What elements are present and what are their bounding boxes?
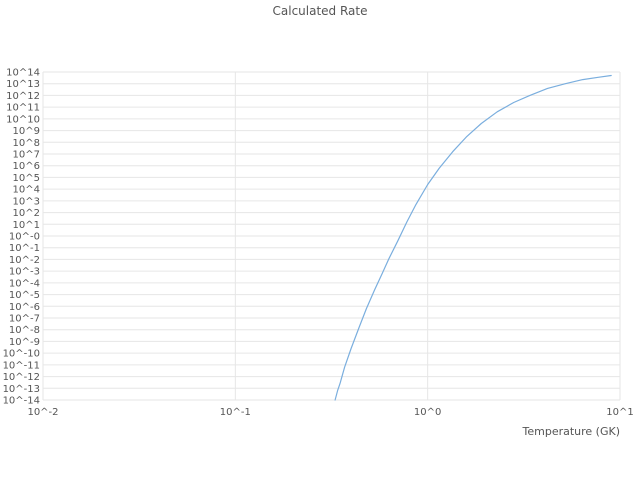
y-tick-label: 10^-5 xyxy=(9,290,40,301)
x-axis-label: Temperature (GK) xyxy=(522,425,621,438)
y-tick-label: 10^1 xyxy=(13,220,40,231)
y-tick-label: 10^-9 xyxy=(9,337,40,348)
y-tick-label: 10^-3 xyxy=(9,267,40,278)
x-tick-label: 10^-1 xyxy=(220,407,251,418)
y-tick-label: 10^4 xyxy=(13,185,40,196)
y-tick-label: 10^-2 xyxy=(9,255,40,266)
y-tick-label: 10^3 xyxy=(13,196,40,207)
y-tick-label: 10^7 xyxy=(13,150,40,161)
y-tick-label: 10^-1 xyxy=(9,243,40,254)
y-tick-label: 10^14 xyxy=(6,68,40,79)
rate-curve xyxy=(334,74,612,401)
x-tick-label: 10^1 xyxy=(606,407,633,418)
y-tick-label: 10^-0 xyxy=(9,232,40,243)
x-tick-label: 10^-2 xyxy=(27,407,58,418)
y-tick-label: 10^-7 xyxy=(9,314,40,325)
y-tick-label: 10^-12 xyxy=(3,372,40,383)
y-tick-label: 10^-8 xyxy=(9,325,40,336)
y-tick-label: 10^5 xyxy=(13,173,40,184)
y-tick-label: 10^-11 xyxy=(3,360,40,371)
x-tick-label: 10^0 xyxy=(414,407,441,418)
y-tick-label: 10^-13 xyxy=(3,384,40,395)
y-tick-label: 10^12 xyxy=(6,91,40,102)
y-tick-label: 10^9 xyxy=(13,126,40,137)
y-tick-label: 10^10 xyxy=(6,114,40,125)
y-tick-label: 10^11 xyxy=(6,103,40,114)
y-tick-label: 10^2 xyxy=(13,208,40,219)
y-tick-label: 10^8 xyxy=(13,138,40,149)
y-tick-label: 10^-10 xyxy=(3,349,40,360)
y-tick-label: 10^13 xyxy=(6,79,40,90)
y-tick-label: 10^-4 xyxy=(9,278,40,289)
y-tick-label: 10^-6 xyxy=(9,302,40,313)
chart-title: Calculated Rate xyxy=(272,4,368,18)
y-tick-label: 10^-14 xyxy=(3,396,40,407)
y-tick-label: 10^6 xyxy=(13,161,40,172)
